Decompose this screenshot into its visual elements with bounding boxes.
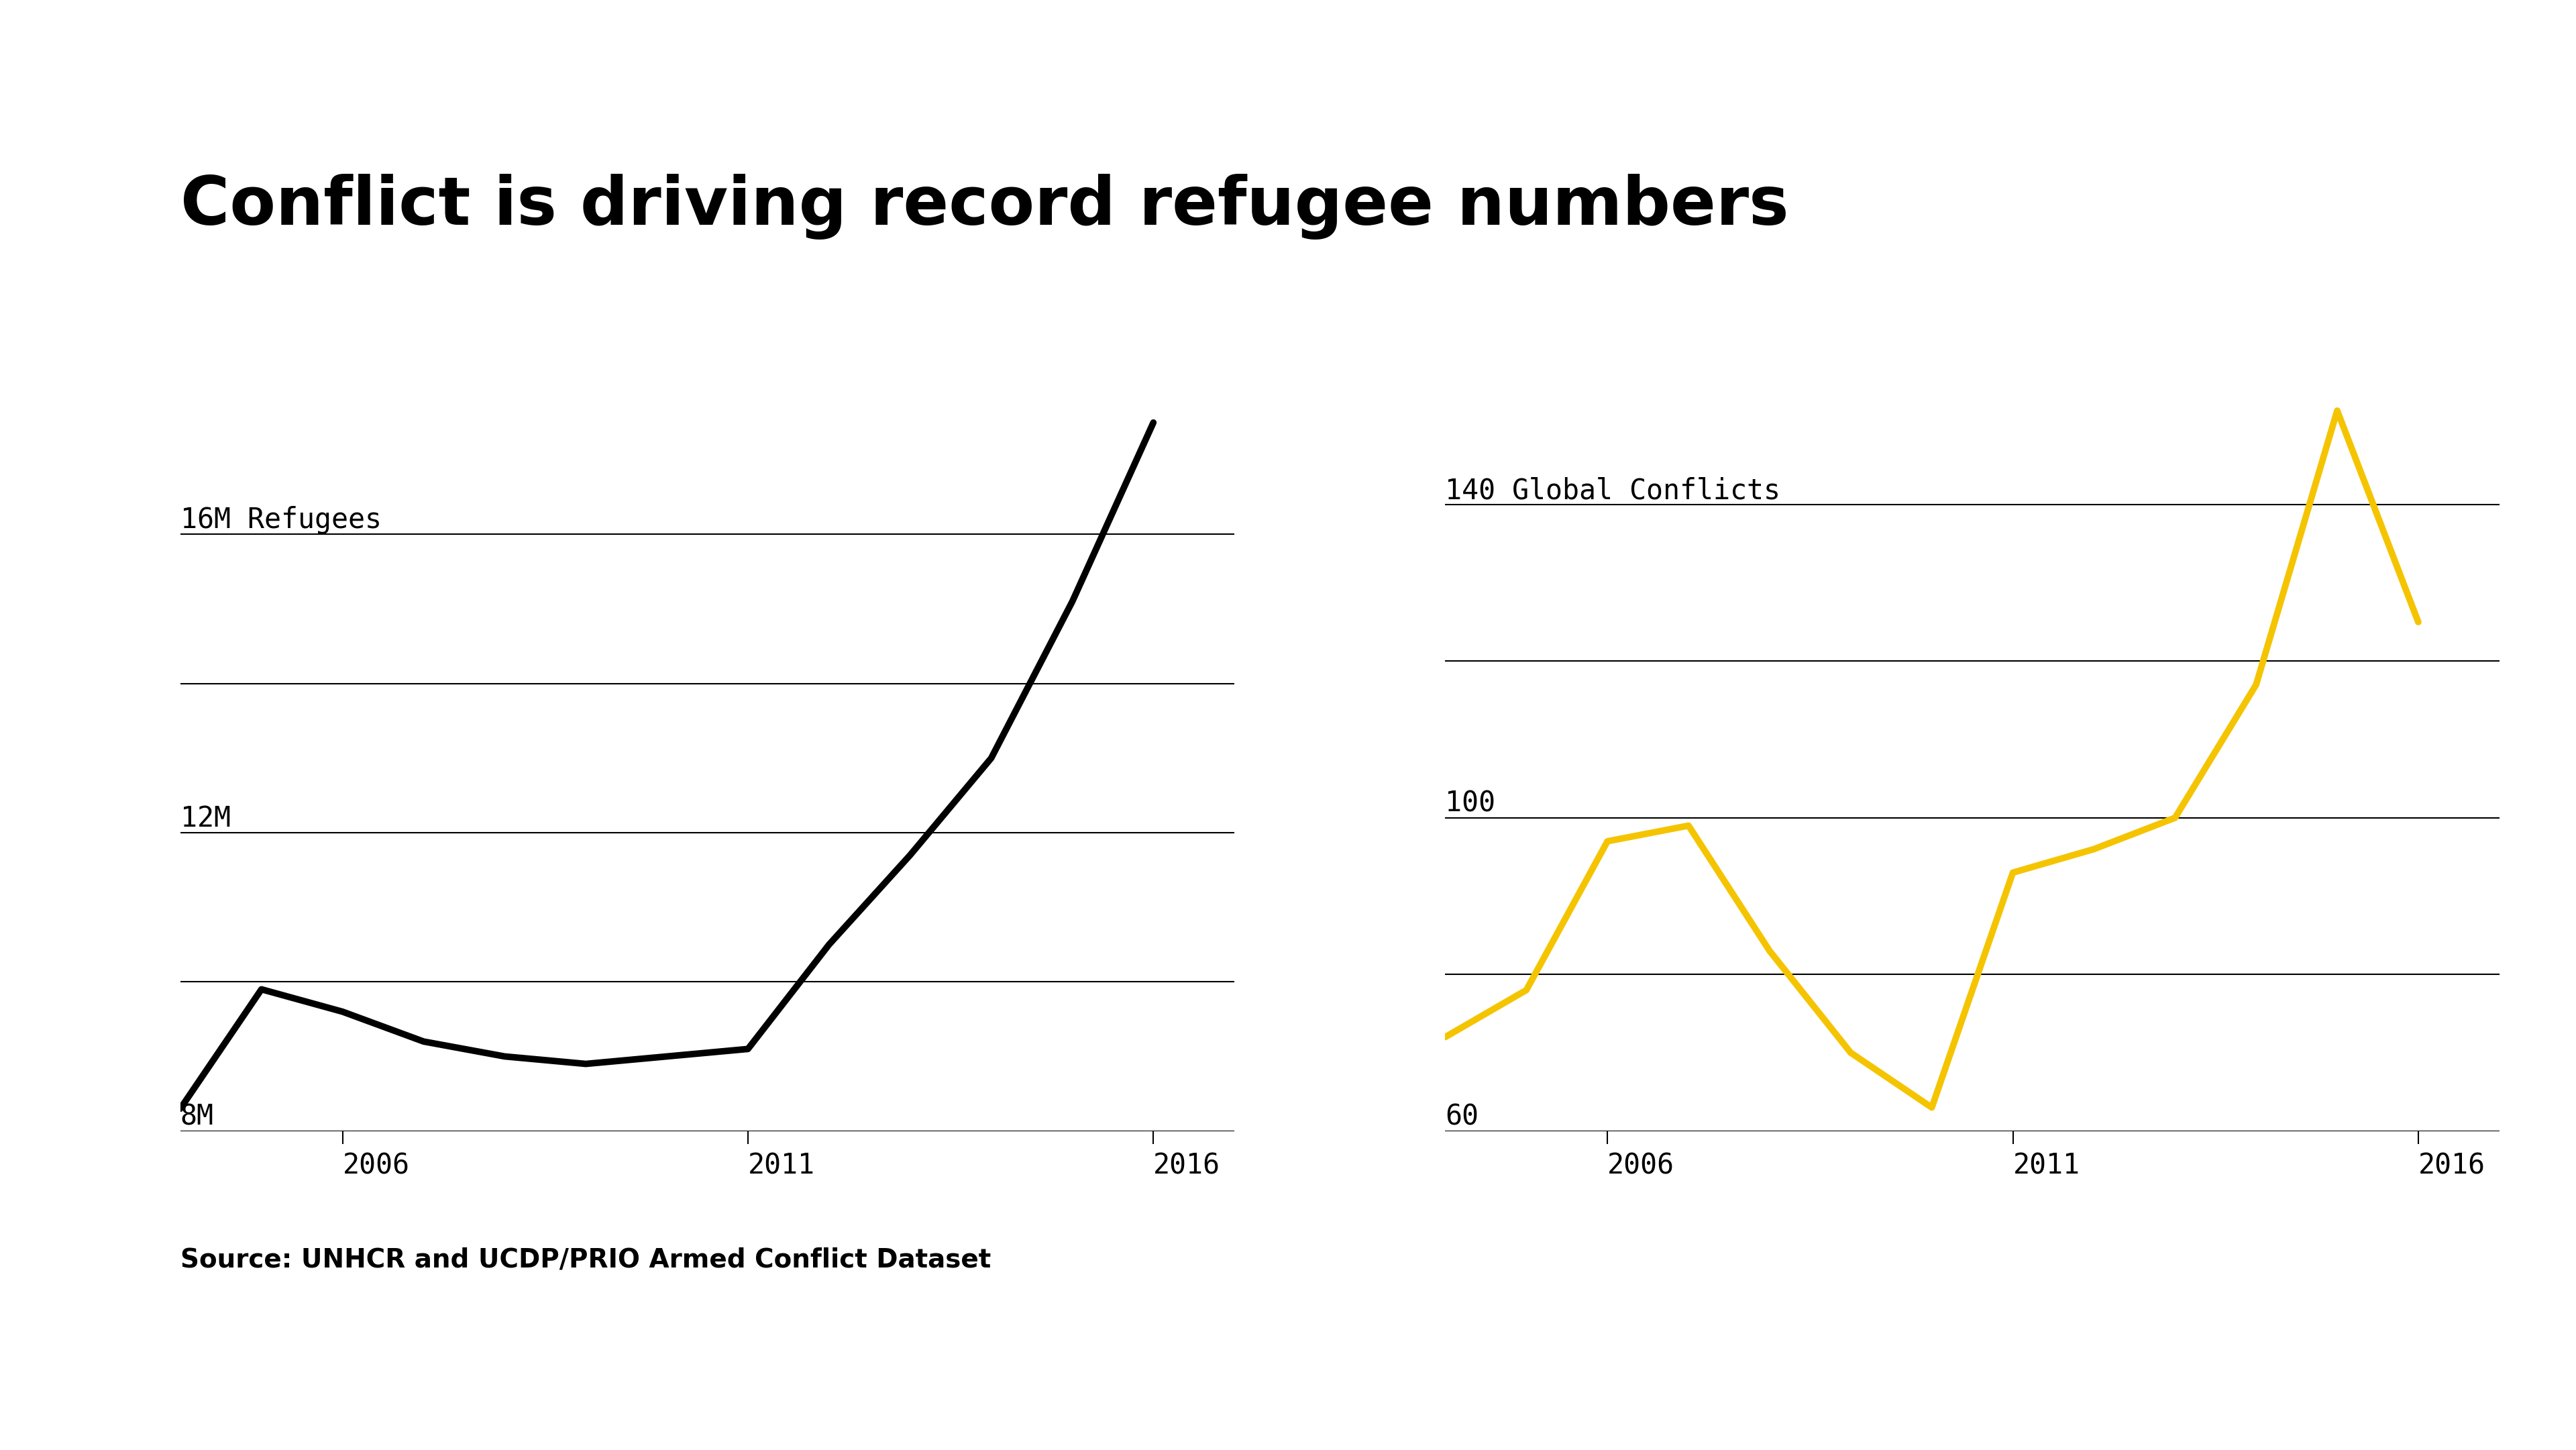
Text: 140 Global Conflicts: 140 Global Conflicts <box>1445 477 1780 505</box>
Text: 12M: 12M <box>180 805 232 832</box>
Text: Source: UNHCR and UCDP/PRIO Armed Conflict Dataset: Source: UNHCR and UCDP/PRIO Armed Confli… <box>180 1247 992 1273</box>
Text: 60: 60 <box>1445 1103 1479 1131</box>
Text: 100: 100 <box>1445 790 1494 818</box>
Text: Conflict is driving record refugee numbers: Conflict is driving record refugee numbe… <box>180 174 1788 239</box>
Text: 16M Refugees: 16M Refugees <box>180 506 381 535</box>
Text: 8M: 8M <box>180 1103 214 1131</box>
